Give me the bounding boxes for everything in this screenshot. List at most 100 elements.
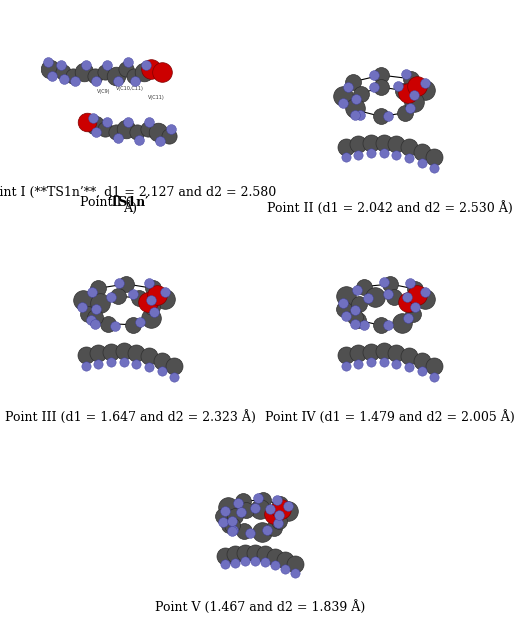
Point bbox=[390, 292, 398, 302]
Point bbox=[220, 506, 229, 517]
Point bbox=[145, 361, 153, 372]
Point bbox=[273, 494, 281, 505]
Point bbox=[170, 361, 178, 371]
Point bbox=[409, 89, 418, 99]
Point bbox=[367, 346, 375, 356]
Point bbox=[58, 67, 67, 77]
Point bbox=[228, 516, 236, 526]
Point bbox=[46, 63, 55, 73]
Point bbox=[80, 67, 88, 77]
Point bbox=[131, 76, 139, 86]
Point bbox=[94, 348, 102, 358]
Point bbox=[90, 318, 99, 329]
Point bbox=[107, 346, 115, 356]
Point bbox=[69, 71, 77, 81]
Point bbox=[94, 359, 102, 369]
Point bbox=[142, 60, 150, 70]
Point bbox=[170, 372, 178, 382]
Point bbox=[284, 506, 292, 517]
Point bbox=[150, 306, 158, 316]
Point bbox=[263, 525, 271, 536]
Point bbox=[122, 63, 131, 73]
Point bbox=[350, 311, 359, 322]
Point bbox=[405, 351, 413, 361]
Point bbox=[380, 357, 388, 367]
Point bbox=[113, 76, 122, 86]
Point bbox=[239, 496, 248, 506]
Point bbox=[270, 523, 279, 533]
Point bbox=[411, 284, 419, 294]
Point bbox=[156, 136, 164, 146]
Point bbox=[90, 120, 99, 130]
Point bbox=[103, 116, 111, 127]
Point bbox=[350, 103, 359, 113]
Point bbox=[394, 80, 402, 91]
Point bbox=[113, 133, 122, 143]
Point bbox=[113, 291, 122, 301]
Point bbox=[165, 131, 173, 141]
Point bbox=[411, 302, 419, 312]
Point bbox=[231, 549, 239, 560]
Point bbox=[402, 69, 411, 79]
Point bbox=[136, 317, 144, 327]
Point bbox=[421, 85, 430, 95]
Point bbox=[94, 283, 102, 293]
Point bbox=[145, 116, 153, 127]
Point bbox=[412, 290, 421, 300]
Point bbox=[275, 510, 283, 520]
Point bbox=[274, 518, 282, 529]
Point bbox=[251, 548, 259, 558]
Point bbox=[401, 108, 409, 118]
Point bbox=[145, 278, 153, 288]
Point bbox=[418, 367, 426, 377]
Point bbox=[405, 361, 413, 372]
Point bbox=[266, 504, 274, 514]
Point bbox=[240, 526, 249, 536]
Point bbox=[145, 351, 153, 361]
Point bbox=[377, 320, 385, 330]
Point bbox=[384, 289, 392, 299]
Point bbox=[122, 279, 131, 289]
Point bbox=[147, 295, 155, 305]
Point bbox=[354, 348, 362, 358]
Point bbox=[79, 295, 87, 305]
Point bbox=[158, 367, 166, 377]
Point bbox=[221, 560, 229, 570]
Point bbox=[351, 304, 359, 315]
Point bbox=[228, 526, 236, 536]
Point bbox=[281, 555, 289, 565]
Point bbox=[277, 504, 285, 514]
Point bbox=[107, 357, 115, 367]
Point bbox=[251, 503, 259, 513]
Text: TS1n′: TS1n′ bbox=[110, 196, 150, 209]
Point bbox=[342, 142, 350, 152]
Point bbox=[339, 98, 347, 108]
Point bbox=[398, 318, 407, 328]
Point bbox=[404, 298, 412, 308]
Point bbox=[112, 127, 120, 137]
Point bbox=[392, 149, 400, 160]
Point bbox=[83, 116, 92, 127]
Point bbox=[342, 291, 350, 301]
Point bbox=[152, 290, 161, 300]
Point bbox=[124, 56, 133, 66]
Point bbox=[60, 74, 69, 84]
Point bbox=[356, 110, 364, 120]
Point bbox=[77, 302, 86, 312]
Point bbox=[418, 147, 426, 157]
Point bbox=[355, 299, 363, 310]
Point bbox=[377, 111, 385, 122]
Point bbox=[367, 148, 375, 158]
Point bbox=[342, 311, 350, 321]
Point bbox=[129, 71, 138, 81]
Point bbox=[245, 528, 254, 538]
Point bbox=[219, 517, 227, 527]
Text: Point I (**TS1n’**, d1 = 2.127 and d2 = 2.580
Å): Point I (**TS1n’**, d1 = 2.127 and d2 = … bbox=[0, 186, 276, 215]
Point bbox=[96, 298, 105, 308]
Point bbox=[92, 127, 100, 137]
Point bbox=[270, 509, 278, 519]
Text: V(C11): V(C11) bbox=[148, 95, 165, 100]
Point bbox=[231, 511, 240, 522]
Point bbox=[380, 137, 388, 147]
Text: V(C9): V(C9) bbox=[97, 89, 110, 94]
